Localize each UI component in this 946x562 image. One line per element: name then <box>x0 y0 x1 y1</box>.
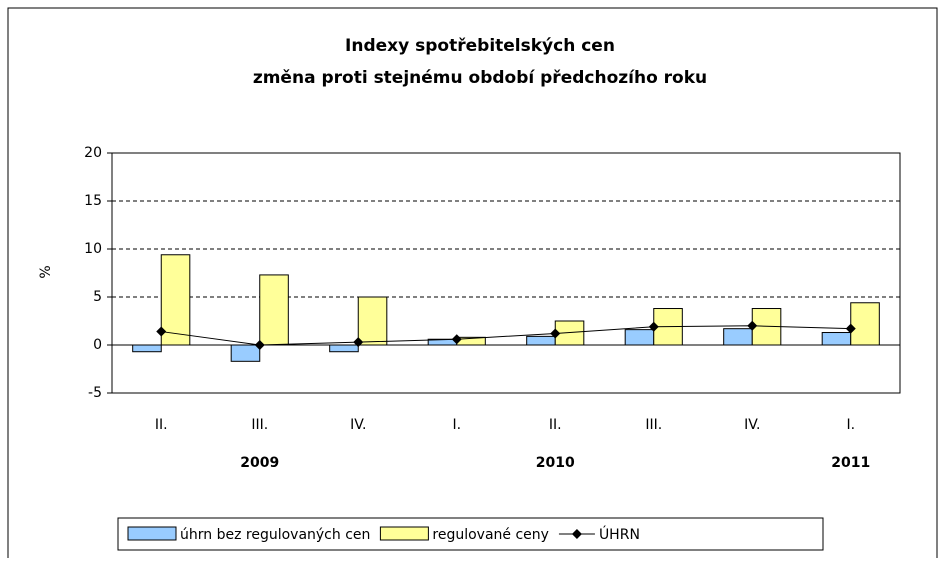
legend-marker <box>571 529 582 539</box>
x-tick-label: III. <box>645 417 662 433</box>
x-tick-label: II. <box>549 417 562 433</box>
x-tick-label: III. <box>251 417 268 433</box>
plot-border <box>111 152 901 394</box>
y-tick-label: 0 <box>93 337 102 353</box>
bar <box>850 302 880 346</box>
marker <box>156 326 167 337</box>
year-label: 2011 <box>831 455 870 471</box>
x-tick-label: I. <box>452 417 461 433</box>
y-tick-label: 20 <box>84 145 102 161</box>
y-tick-label: -5 <box>88 385 102 401</box>
bar <box>230 344 261 362</box>
bar <box>259 274 289 346</box>
legend <box>117 517 824 551</box>
year-label: 2010 <box>536 455 575 471</box>
legend-label: ÚHRN <box>599 525 640 543</box>
line <box>161 325 851 346</box>
marker <box>353 337 364 348</box>
bar <box>132 344 162 353</box>
y-tick-label: 10 <box>84 241 102 257</box>
legend-swatch <box>127 526 177 541</box>
x-tick-label: II. <box>155 417 168 433</box>
marker <box>550 328 561 339</box>
bar <box>329 344 359 353</box>
bar <box>723 328 753 346</box>
marker <box>648 321 659 332</box>
legend-label: úhrn bez regulovaných cen <box>180 527 370 543</box>
plot-area <box>112 153 900 393</box>
y-axis-label: % <box>38 265 54 278</box>
bar <box>624 329 655 346</box>
y-tick-label: 5 <box>93 289 102 305</box>
x-tick-label: IV. <box>744 417 760 433</box>
bar <box>357 296 388 346</box>
legend-label: regulované ceny <box>432 527 549 543</box>
x-tick-label: IV. <box>350 417 366 433</box>
chart-title: Indexy spotřebitelských cen <box>345 36 615 56</box>
marker <box>845 323 856 334</box>
marker <box>451 334 462 345</box>
marker <box>747 320 758 331</box>
legend-swatch <box>379 526 429 541</box>
bar <box>526 335 556 346</box>
y-tick-label: 15 <box>84 193 102 209</box>
x-tick-label: I. <box>846 417 855 433</box>
bar <box>821 332 852 346</box>
year-label: 2009 <box>240 455 279 471</box>
chart-subtitle: změna proti stejnému období předchozího … <box>253 68 707 88</box>
marker <box>254 340 265 350</box>
